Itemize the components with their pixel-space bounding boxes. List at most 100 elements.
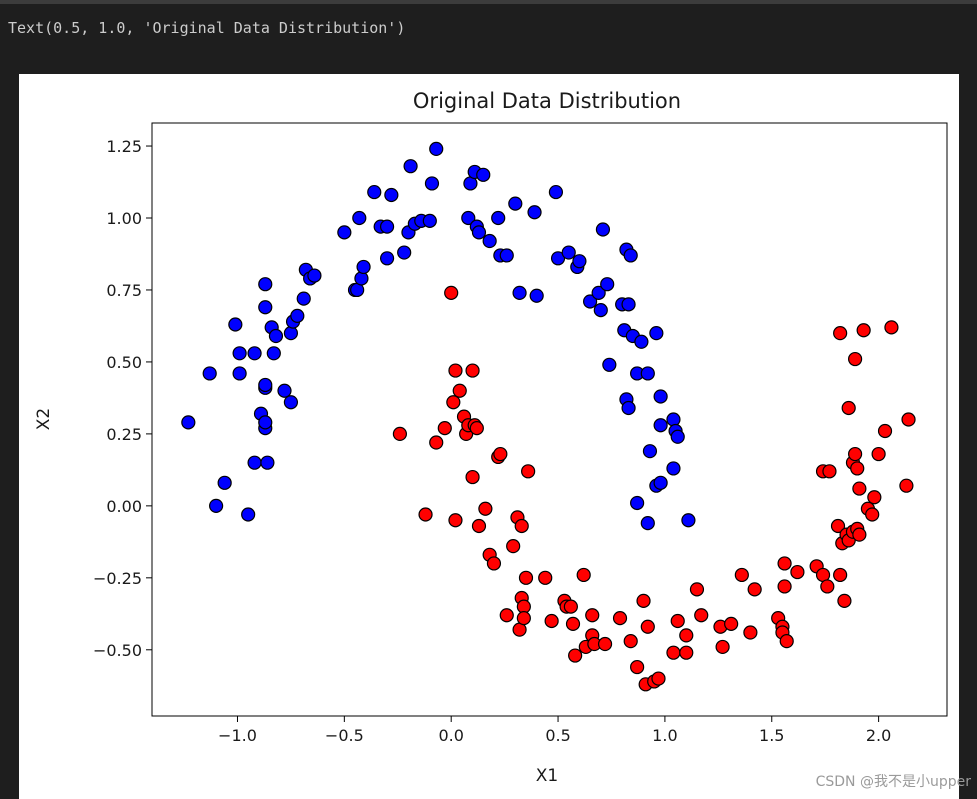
scrollbar-track[interactable] — [959, 60, 977, 799]
y-axis-label: X2 — [34, 408, 54, 430]
x-tick-label: −0.5 — [325, 726, 364, 745]
data-point-red — [734, 567, 749, 583]
y-tick-label: 0.00 — [106, 497, 142, 516]
data-point-blue — [666, 461, 681, 476]
data-point-blue — [424, 176, 440, 191]
data-point-red — [694, 608, 709, 623]
data-point-red — [877, 423, 893, 439]
data-point-red — [747, 582, 762, 597]
data-point-blue — [247, 455, 262, 470]
y-tick-label: −0.25 — [93, 569, 142, 588]
data-point-blue — [258, 415, 273, 430]
data-point-red — [848, 351, 863, 367]
x-tick-label: −1.0 — [218, 726, 257, 745]
data-point-red — [576, 567, 591, 583]
data-point-red — [521, 464, 536, 479]
data-point-red — [446, 395, 461, 410]
data-point-blue — [283, 395, 299, 410]
data-point-red — [830, 518, 846, 534]
data-point-red — [743, 625, 758, 640]
x-tick-label: 1.0 — [652, 726, 677, 745]
data-point-blue — [653, 389, 668, 404]
y-tick-label: −0.50 — [93, 641, 142, 660]
data-point-red — [538, 570, 553, 585]
y-tick-label: 1.00 — [106, 209, 142, 228]
data-point-red — [833, 326, 848, 341]
data-point-blue — [595, 222, 611, 237]
data-point-blue — [471, 225, 487, 240]
y-axis: −0.50 −0.25 0.00 0.25 0.50 0.75 1.00 1.25 — [93, 137, 152, 660]
data-point-red — [679, 628, 694, 643]
data-point-blue — [403, 159, 418, 174]
data-point-red — [777, 579, 792, 594]
data-point-red — [820, 579, 835, 594]
data-point-blue — [283, 326, 299, 341]
x-tick-label: 1.5 — [759, 726, 784, 745]
data-point-blue — [640, 366, 655, 381]
data-point-red — [640, 619, 655, 634]
data-point-red — [437, 421, 452, 436]
data-point-red — [867, 490, 882, 505]
data-point-blue — [354, 271, 369, 286]
data-point-red — [865, 507, 880, 522]
data-point-blue — [247, 346, 262, 361]
data-point-red — [452, 383, 467, 398]
data-point-blue — [290, 308, 305, 323]
data-point-red — [563, 599, 578, 614]
data-point-red — [418, 507, 433, 522]
data-point-blue — [352, 210, 367, 226]
data-point-blue — [422, 213, 437, 228]
data-point-blue — [642, 444, 658, 459]
data-point-red — [636, 593, 651, 608]
data-point-blue — [634, 334, 649, 349]
data-point-red — [884, 320, 899, 335]
data-point-blue — [583, 294, 598, 309]
data-point-red — [486, 556, 502, 571]
y-tick-label: 0.50 — [106, 353, 142, 372]
data-point-blue — [241, 507, 256, 522]
data-point-red — [666, 645, 681, 660]
data-point-blue — [258, 377, 273, 393]
data-point-red — [506, 539, 521, 554]
y-tick-label: 0.25 — [106, 425, 142, 444]
data-point-red — [822, 464, 837, 479]
data-point-blue — [429, 141, 444, 157]
data-point-red — [493, 446, 508, 462]
data-point-blue — [527, 205, 542, 220]
data-point-blue — [491, 210, 506, 226]
x-tick-label: 0.5 — [545, 726, 570, 745]
data-point-blue — [681, 513, 696, 528]
data-point-red — [779, 634, 794, 649]
data-point-red — [544, 613, 559, 629]
data-point-blue — [228, 317, 243, 332]
data-point-blue — [572, 254, 587, 269]
data-point-red — [478, 501, 493, 516]
data-point-blue — [258, 300, 273, 315]
data-point-red — [852, 481, 867, 496]
data-point-blue — [600, 277, 615, 292]
data-point-blue — [356, 259, 371, 275]
data-point-blue — [268, 328, 284, 344]
data-point-red — [514, 518, 529, 534]
data-point-red — [651, 671, 666, 686]
data-point-red — [465, 469, 480, 485]
data-point-blue — [232, 366, 247, 381]
data-point-blue — [379, 219, 395, 234]
data-point-blue — [232, 346, 247, 361]
data-point-red — [568, 648, 583, 663]
data-point-red — [850, 461, 865, 476]
data-point-red — [623, 634, 638, 649]
data-point-red — [856, 323, 871, 338]
data-point-red — [837, 593, 852, 608]
x-axis: −1.0 −0.5 0.0 0.5 1.0 1.5 2.0 — [218, 716, 891, 745]
data-point-red — [841, 400, 856, 416]
data-point-blue — [307, 268, 322, 283]
data-point-red — [777, 556, 792, 571]
data-point-red — [597, 636, 613, 652]
data-point-blue — [367, 184, 382, 200]
data-point-blue — [266, 346, 281, 361]
data-point-blue — [591, 285, 606, 300]
data-point-blue — [623, 248, 638, 263]
data-point-blue — [296, 291, 311, 306]
data-point-blue — [461, 210, 476, 226]
